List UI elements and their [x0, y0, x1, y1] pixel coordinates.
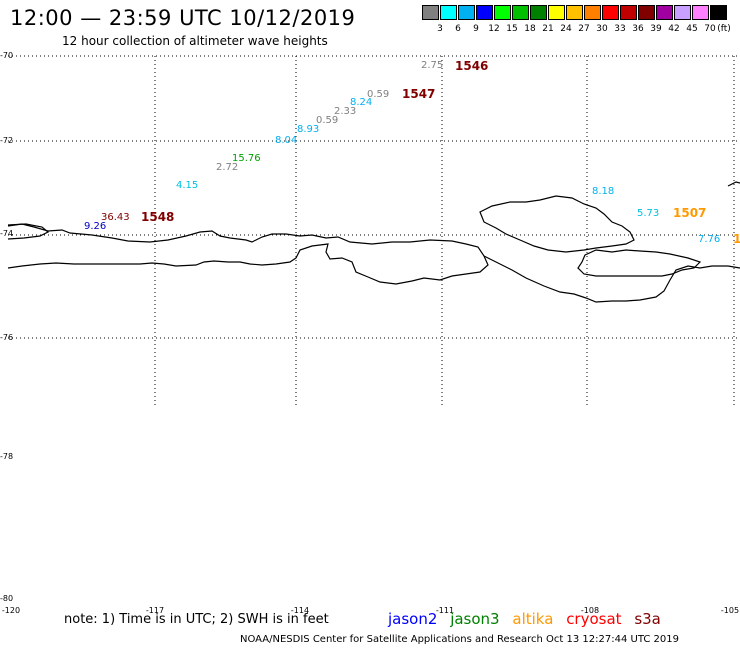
legend-s3a: s3a: [634, 610, 661, 628]
pass-number-label: 1546: [455, 59, 489, 73]
lat-label: -74: [0, 229, 14, 238]
wave-height-value: 0.59: [367, 89, 390, 100]
color-scale-label: 24: [560, 24, 572, 34]
color-scale-swatch: [530, 5, 547, 20]
color-scale-label: 42: [668, 24, 680, 34]
color-scale-swatch: [674, 5, 691, 20]
color-scale-label: 30: [596, 24, 608, 34]
lat-label: -80: [0, 594, 14, 603]
color-scale-unit: (ft): [717, 24, 731, 34]
lon-label: -108: [580, 606, 600, 615]
wave-height-value: 5.73: [637, 208, 660, 219]
pass-number-label: 1: [733, 232, 740, 246]
color-scale-label: 18: [524, 24, 536, 34]
wave-height-value: 2.33: [334, 106, 357, 117]
satellite-legend: jason2 jason3 altika cryosat s3a: [388, 610, 669, 628]
coastline-island-west: [7, 223, 50, 240]
footer-credit: NOAA/NESDIS Center for Satellite Applica…: [240, 634, 679, 645]
color-scale-label: 21: [542, 24, 554, 34]
color-scale-label: 33: [614, 24, 626, 34]
legend-cryosat: cryosat: [566, 610, 622, 628]
color-scale-label: 6: [455, 24, 461, 34]
color-scale-swatch: [566, 5, 583, 20]
color-scale-swatch: [422, 5, 439, 20]
color-scale-label: 45: [686, 24, 698, 34]
wave-height-value: 2.75: [421, 60, 444, 71]
color-scale-swatch: [512, 5, 529, 20]
lat-label: -78: [0, 452, 14, 461]
color-scale-swatch: [440, 5, 457, 20]
color-scale-label: 12: [488, 24, 500, 34]
color-scale-swatch: [458, 5, 475, 20]
coastline-island-north: [479, 195, 635, 253]
color-scale-label: 15: [506, 24, 518, 34]
pass-number-label: 1507: [673, 206, 707, 220]
wave-height-value: 8.24: [350, 97, 373, 108]
map-title: 12:00 — 23:59 UTC 10/12/2019: [10, 6, 356, 30]
coastline-island-small: [727, 181, 740, 187]
wave-height-value: 8.04: [275, 135, 298, 146]
map-subtitle: 12 hour collection of altimeter wave hei…: [62, 34, 328, 48]
lon-label: -117: [145, 606, 165, 615]
wave-height-value: 4.15: [176, 180, 199, 191]
wave-height-value: 8.93: [297, 124, 320, 135]
color-scale-swatch: [656, 5, 673, 20]
wave-height-value: 0.59: [316, 115, 339, 126]
legend-altika: altika: [512, 610, 554, 628]
wave-height-value: 15.76: [232, 153, 261, 164]
coastline-ice-shelf: [7, 223, 489, 285]
wave-height-value: 9.26: [84, 221, 107, 232]
lat-label: -70: [0, 51, 14, 60]
lat-label: -76: [0, 333, 14, 342]
color-scale-swatch: [494, 5, 511, 20]
color-scale-swatch: [548, 5, 565, 20]
coastline-island-east: [577, 249, 702, 277]
color-scale-label: 3: [437, 24, 443, 34]
color-scale-swatch: [602, 5, 619, 20]
color-scale-swatch: [584, 5, 601, 20]
color-scale-swatch: [638, 5, 655, 20]
coastline: [7, 181, 740, 303]
map-graticule: [8, 55, 740, 405]
wave-height-value: 36.43: [101, 212, 130, 223]
lon-label: -114: [290, 606, 310, 615]
color-scale-swatch: [620, 5, 637, 20]
wave-height-value: 8.18: [592, 186, 615, 197]
wave-height-value: 2.72: [216, 162, 239, 173]
color-scale-label: 70: [704, 24, 716, 34]
color-scale-swatch: [710, 5, 727, 20]
coastline-peninsula: [483, 255, 740, 303]
lat-label: -72: [0, 136, 14, 145]
lon-label: -120: [1, 606, 21, 615]
legend-jason3: jason3: [450, 610, 500, 628]
lon-label: -111: [435, 606, 455, 615]
color-scale-swatch: [692, 5, 709, 20]
color-scale-label: 27: [578, 24, 590, 34]
color-scale-label: 9: [473, 24, 479, 34]
color-scale-label: 36: [632, 24, 644, 34]
note-text: note: 1) Time is in UTC; 2) SWH is in fe…: [64, 612, 329, 627]
color-scale-swatch: [476, 5, 493, 20]
color-scale-label: 39: [650, 24, 662, 34]
wave-height-value: 7.76: [698, 234, 721, 245]
lon-label: -105: [720, 606, 740, 615]
pass-number-label: 1548: [141, 210, 175, 224]
legend-jason2: jason2: [388, 610, 438, 628]
pass-number-label: 1547: [402, 87, 436, 101]
